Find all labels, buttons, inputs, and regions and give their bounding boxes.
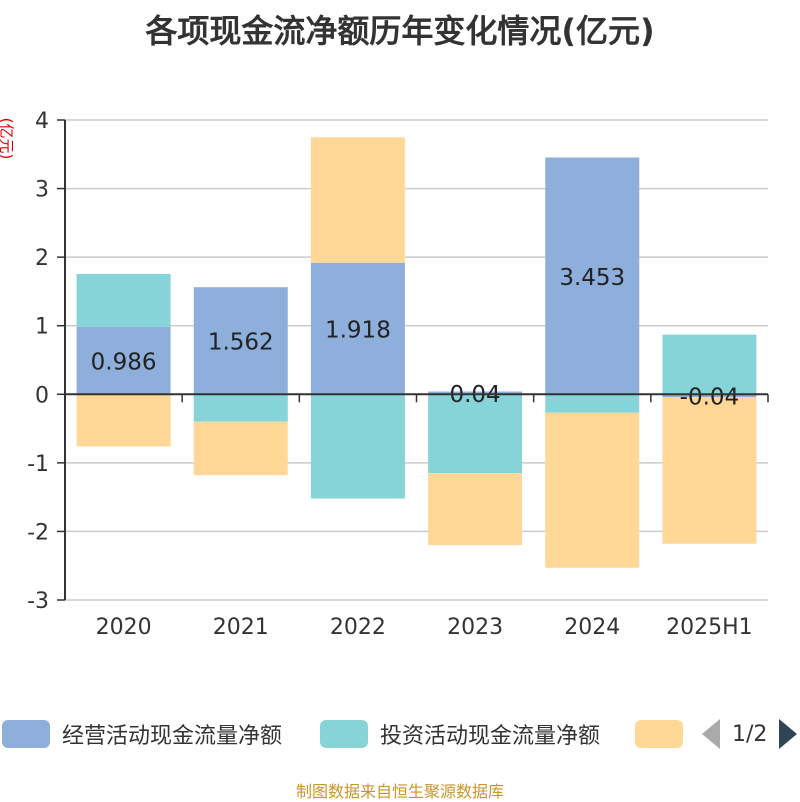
legend-pager: 1/2 [702, 714, 798, 754]
legend-label-investing: 投资活动现金流量净额 [380, 724, 601, 749]
bar-series1-2023 [428, 394, 523, 474]
bar-series1-2025H1 [662, 334, 757, 395]
legend-item-financing[interactable] [635, 714, 683, 754]
y-tick-label: 3 [35, 178, 49, 203]
bar-series2-2025H1 [662, 397, 757, 544]
bar-series2-2020 [76, 394, 171, 447]
legend-swatch-financing [635, 720, 683, 748]
bar-series0-2025H1 [662, 394, 757, 398]
data-label: 0.986 [91, 349, 157, 375]
y-tick-label: -2 [27, 520, 49, 545]
legend-page-indicator: 1/2 [732, 721, 768, 747]
x-tick-label: 2024 [564, 615, 620, 640]
x-tick-label: 2021 [213, 615, 269, 640]
legend-next-icon[interactable] [779, 719, 798, 749]
bar-series2-2021 [193, 421, 288, 476]
bar-series1-2022 [310, 394, 405, 499]
y-tick-label: 2 [35, 246, 49, 271]
data-label: -0.04 [680, 385, 740, 411]
chart-title: 各项现金流净额历年变化情况(亿元) [145, 12, 655, 50]
bar-series2-2022 [310, 137, 405, 263]
legend-item-investing[interactable]: 投资活动现金流量净额 [320, 714, 600, 754]
y-tick-label: -3 [27, 589, 49, 614]
x-tick-label: 2020 [96, 615, 152, 640]
legend-item-operating[interactable]: 经营活动现金流量净额 [2, 714, 282, 754]
bar-series0-2021 [193, 287, 288, 395]
x-tick-label: 2022 [330, 615, 386, 640]
legend-prev-icon[interactable] [702, 719, 720, 749]
bar-series0-2023 [428, 391, 523, 395]
data-label: 1.562 [208, 330, 274, 356]
y-tick-label: 0 [35, 383, 49, 408]
x-tick-label: 2025H1 [666, 615, 753, 640]
legend-swatch-investing [320, 720, 368, 748]
bar-series1-2021 [193, 394, 288, 422]
bar-series2-2023 [428, 473, 523, 546]
legend-label-operating: 经营活动现金流量净额 [62, 724, 283, 749]
y-tick-label: -1 [27, 452, 49, 477]
bar-series0-2022 [310, 262, 405, 395]
y-tick-label: 1 [35, 315, 49, 340]
y-tick-label: 4 [35, 109, 49, 134]
bar-series1-2020 [76, 273, 171, 327]
data-label: 1.918 [325, 318, 391, 344]
bar-series0-2020 [76, 326, 171, 395]
data-label: 3.453 [559, 265, 625, 291]
data-source-note: 制图数据来自恒生聚源数据库 [295, 782, 504, 801]
legend-swatch-operating [2, 720, 50, 748]
x-tick-label: 2023 [447, 615, 503, 640]
bar-series2-2024 [545, 412, 640, 568]
bar-series0-2024 [545, 157, 640, 395]
bar-series1-2024 [545, 394, 640, 413]
legend: 经营活动现金流量净额 投资活动现金流量净额 1/2 [0, 714, 800, 754]
